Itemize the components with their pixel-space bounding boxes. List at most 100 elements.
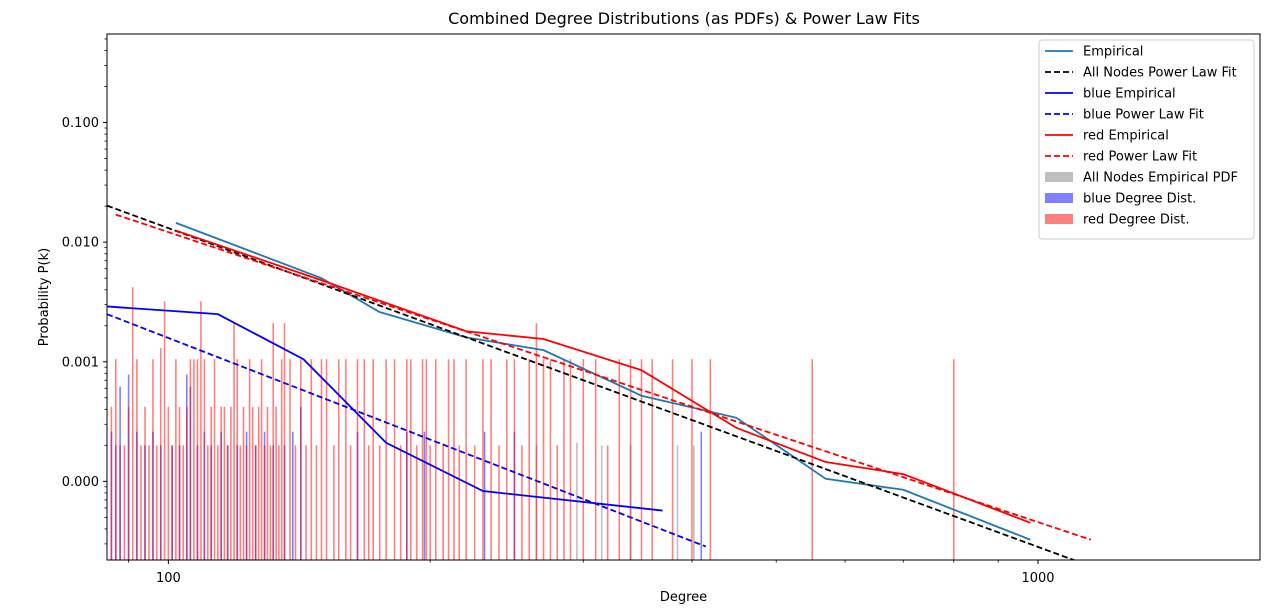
- red-degree-dist-bar: [114, 359, 117, 560]
- red-degree-dist-bar: [213, 359, 216, 560]
- red-degree-dist-bar: [618, 359, 621, 560]
- red-degree-dist-bar: [275, 406, 277, 560]
- legend: Empirical All Nodes Power Law Fit blue Emp…: [1038, 39, 1255, 240]
- legend-label: red Power Law Fit: [1083, 150, 1197, 165]
- red-degree-dist-bar: [167, 406, 170, 560]
- y-axis-label: Probability P(k): [37, 248, 52, 346]
- red-degree-dist-bar: [110, 406, 113, 560]
- red-degree-dist-bar: [233, 323, 235, 560]
- red-degree-dist-bar: [300, 359, 302, 560]
- red-degree-dist-bar: [223, 406, 226, 560]
- red-degree-dist-bar: [405, 359, 408, 560]
- red-degree-dist-bar: [289, 359, 291, 560]
- red-degree-dist-bar: [203, 359, 206, 560]
- red-degree-dist-bar: [952, 359, 955, 560]
- red-degree-dist-bar: [140, 445, 142, 560]
- red-degree-dist-bar: [498, 445, 500, 560]
- red-degree-dist-bar: [163, 301, 166, 560]
- red-degree-dist-bar: [127, 406, 130, 560]
- y-tick-label: 0.001: [62, 355, 99, 370]
- red-degree-dist-bar: [251, 406, 254, 560]
- red-degree-dist-bar: [453, 359, 455, 560]
- red-degree-dist-bar: [131, 287, 134, 560]
- chart-title: Combined Degree Distributions (as PDFs) …: [448, 9, 920, 28]
- red-degree-dist-bar: [239, 445, 242, 560]
- red-degree-dist-bar: [385, 359, 387, 560]
- empirical-line: [175, 222, 1031, 541]
- red-degree-dist-bar: [811, 359, 814, 560]
- red-degree-dist-bar: [294, 445, 297, 560]
- red-degree-dist-bar: [193, 359, 195, 560]
- x-tick-label: 1000: [1021, 571, 1054, 586]
- red-degree-dist-bar: [230, 406, 232, 560]
- red-degree-dist-bar: [196, 359, 199, 560]
- axis-ticks: 100 1000 0.000 0.001 0.010 0.100: [62, 38, 1055, 586]
- red-degree-dist-bar: [465, 359, 467, 560]
- red-degree-dist-bar: [245, 445, 248, 560]
- red-degree-dist-bar: [556, 445, 559, 560]
- blue-empirical-line: [107, 305, 663, 512]
- legend-swatch: [1045, 193, 1073, 203]
- red-degree-dist-bar: [182, 445, 184, 560]
- red-power-law-fit-line: [115, 213, 1092, 541]
- red-degree-dist-bar: [171, 445, 173, 560]
- red-degree-dist-bar: [425, 359, 428, 560]
- legend-label: red Degree Dist.: [1083, 213, 1190, 228]
- red-degree-dist-bar: [629, 359, 632, 560]
- blue-degree-dist-bar: [423, 431, 426, 560]
- x-axis-label: Degree: [660, 590, 707, 605]
- red-degree-dist-bar: [283, 323, 286, 560]
- red-degree-dist-bar: [136, 359, 138, 560]
- red-degree-dist-bar: [272, 323, 275, 560]
- red-degree-dist-bar: [325, 359, 328, 560]
- legend-label: Empirical: [1083, 45, 1143, 60]
- red-degree-dist-bar: [356, 359, 359, 560]
- red-degree-dist-bar: [320, 359, 323, 560]
- red-degree-dist-bar: [691, 359, 693, 560]
- red-degree-dist-bar: [156, 445, 158, 560]
- red-degree-dist-bar: [640, 359, 643, 560]
- red-degree-dist-bar: [521, 445, 523, 560]
- red-degree-dist-bar: [189, 359, 192, 560]
- red-degree-dist-bar: [367, 445, 370, 560]
- red-degree-dist-bar: [651, 359, 653, 560]
- legend-label: blue Empirical: [1083, 87, 1176, 102]
- red-degree-dist-bar: [337, 359, 340, 560]
- red-degree-dist-bar: [372, 359, 374, 560]
- red-degree-dist-bar: [186, 406, 188, 560]
- red-degree-dist-bar: [447, 359, 450, 560]
- red-degree-dist-bar: [399, 445, 402, 560]
- legend-label: blue Power Law Fit: [1083, 108, 1204, 123]
- red-degree-dist-bar: [409, 359, 412, 560]
- y-tick-label: 0.010: [62, 236, 99, 251]
- legend-label: blue Degree Dist.: [1083, 192, 1196, 207]
- legend-swatch: [1045, 214, 1073, 224]
- red-degree-dist-bar: [345, 359, 347, 560]
- red-degree-dist-bar: [606, 445, 609, 560]
- red-degree-dist-bar: [206, 445, 209, 560]
- red-degree-dist-bar: [535, 323, 538, 560]
- red-degree-dist-bar: [506, 359, 508, 560]
- red-degree-dist-bar: [458, 445, 461, 560]
- red-degree-dist-bar: [482, 359, 484, 560]
- red-degree-dist-bar: [528, 359, 531, 560]
- red-degree-dist-bar: [248, 359, 251, 560]
- red-degree-dist-bar: [266, 406, 269, 560]
- red-degree-dist-bar: [709, 359, 712, 560]
- red-degree-dist-bar: [278, 445, 280, 560]
- all-nodes-empirical-pdf-bar: [600, 445, 603, 560]
- red-degree-dist-bar: [393, 359, 396, 560]
- legend-swatch: [1045, 172, 1073, 182]
- blue-power-law-fit-line: [107, 313, 707, 548]
- legend-label: All Nodes Empirical PDF: [1083, 171, 1238, 186]
- red-degree-dist-bar: [269, 445, 272, 560]
- red-degree-dist-bar: [563, 359, 565, 560]
- all-nodes-empirical-pdf-bar: [693, 445, 695, 560]
- red-empirical-line: [175, 229, 1031, 524]
- red-degree-dist-bar: [473, 445, 476, 560]
- legend-label: All Nodes Power Law Fit: [1083, 66, 1237, 81]
- red-degree-dist-bar: [280, 359, 283, 560]
- red-degree-dist-bar: [349, 445, 352, 560]
- red-degree-dist-bar: [220, 406, 222, 560]
